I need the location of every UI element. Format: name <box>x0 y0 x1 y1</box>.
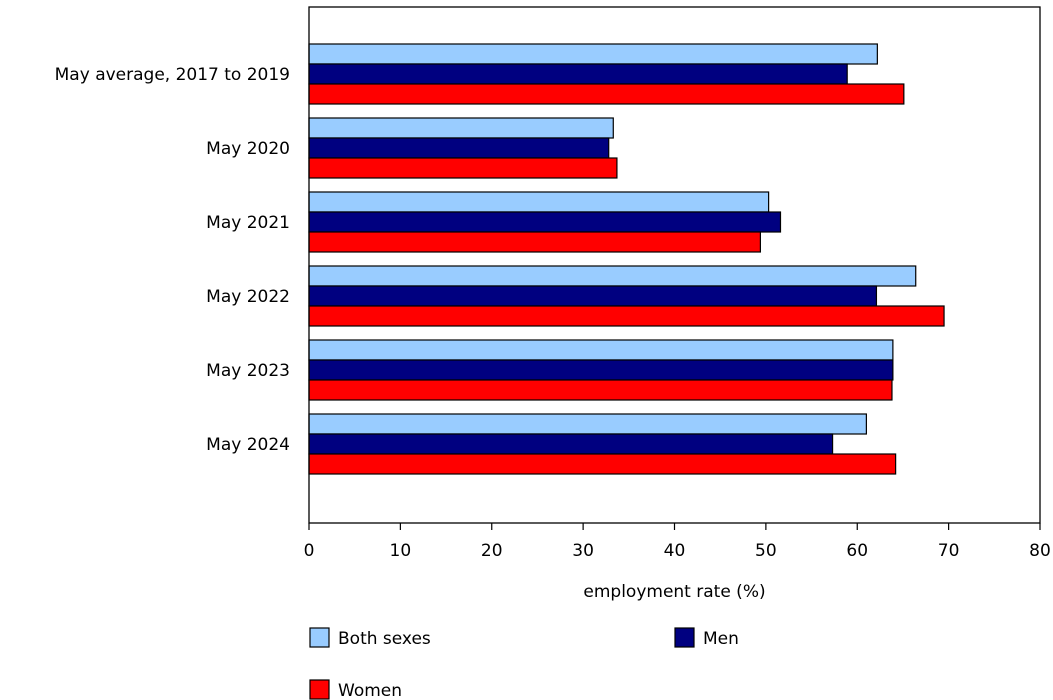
bar-men-may-2020 <box>308 137 610 159</box>
bar-women-may-2023 <box>308 379 893 401</box>
category-labels: May average, 2017 to 2019 May 2020 May 202… <box>55 65 290 455</box>
bar-both-sexes-may-2022 <box>308 265 917 287</box>
bars-layer <box>308 43 945 475</box>
bar-both-sexes-may-2021 <box>308 191 770 213</box>
category-label: May 2024 <box>206 435 290 455</box>
x-axis-ticks: 0 10 20 30 40 50 60 70 80 <box>304 523 1051 561</box>
x-tick-label: 60 <box>846 541 868 561</box>
category-label: May 2021 <box>206 213 290 233</box>
bar-women-may-average-2017-to-2019 <box>308 83 905 105</box>
x-tick-label: 0 <box>304 541 315 561</box>
x-axis-title: employment rate (%) <box>583 582 765 602</box>
legend: Both sexes Men Women <box>309 627 739 700</box>
bar-both-sexes-may-average-2017-to-2019 <box>308 43 878 65</box>
legend-swatch-women <box>309 679 330 700</box>
bar-men-may-average-2017-to-2019 <box>308 63 848 85</box>
legend-swatch-men <box>674 627 695 648</box>
bar-both-sexes-may-2020 <box>308 117 614 139</box>
bar-men-may-2024 <box>308 433 834 455</box>
x-tick-label: 10 <box>390 541 412 561</box>
bar-both-sexes-may-2024 <box>308 413 867 435</box>
legend-label-women: Women <box>338 681 402 700</box>
x-tick-label: 50 <box>755 541 777 561</box>
x-tick-label: 20 <box>481 541 503 561</box>
bar-men-may-2023 <box>308 359 894 381</box>
legend-label-both-sexes: Both sexes <box>338 629 431 649</box>
x-tick-label: 70 <box>938 541 960 561</box>
x-tick-label: 80 <box>1029 541 1051 561</box>
category-label: May average, 2017 to 2019 <box>55 65 290 85</box>
bar-men-may-2022 <box>308 285 878 307</box>
bar-men-may-2021 <box>308 211 782 233</box>
plot-area-frame <box>308 6 1041 524</box>
category-label: May 2022 <box>206 287 290 307</box>
x-tick-label: 40 <box>664 541 686 561</box>
category-label: May 2023 <box>206 361 290 381</box>
legend-swatch-both-sexes <box>309 627 330 648</box>
bar-women-may-2021 <box>308 231 761 253</box>
bar-women-may-2022 <box>308 305 945 327</box>
category-label: May 2020 <box>206 139 290 159</box>
legend-label-men: Men <box>703 629 739 649</box>
bar-women-may-2024 <box>308 453 897 475</box>
x-tick-label: 30 <box>572 541 594 561</box>
bar-women-may-2020 <box>308 157 618 179</box>
bar-both-sexes-may-2023 <box>308 339 894 361</box>
